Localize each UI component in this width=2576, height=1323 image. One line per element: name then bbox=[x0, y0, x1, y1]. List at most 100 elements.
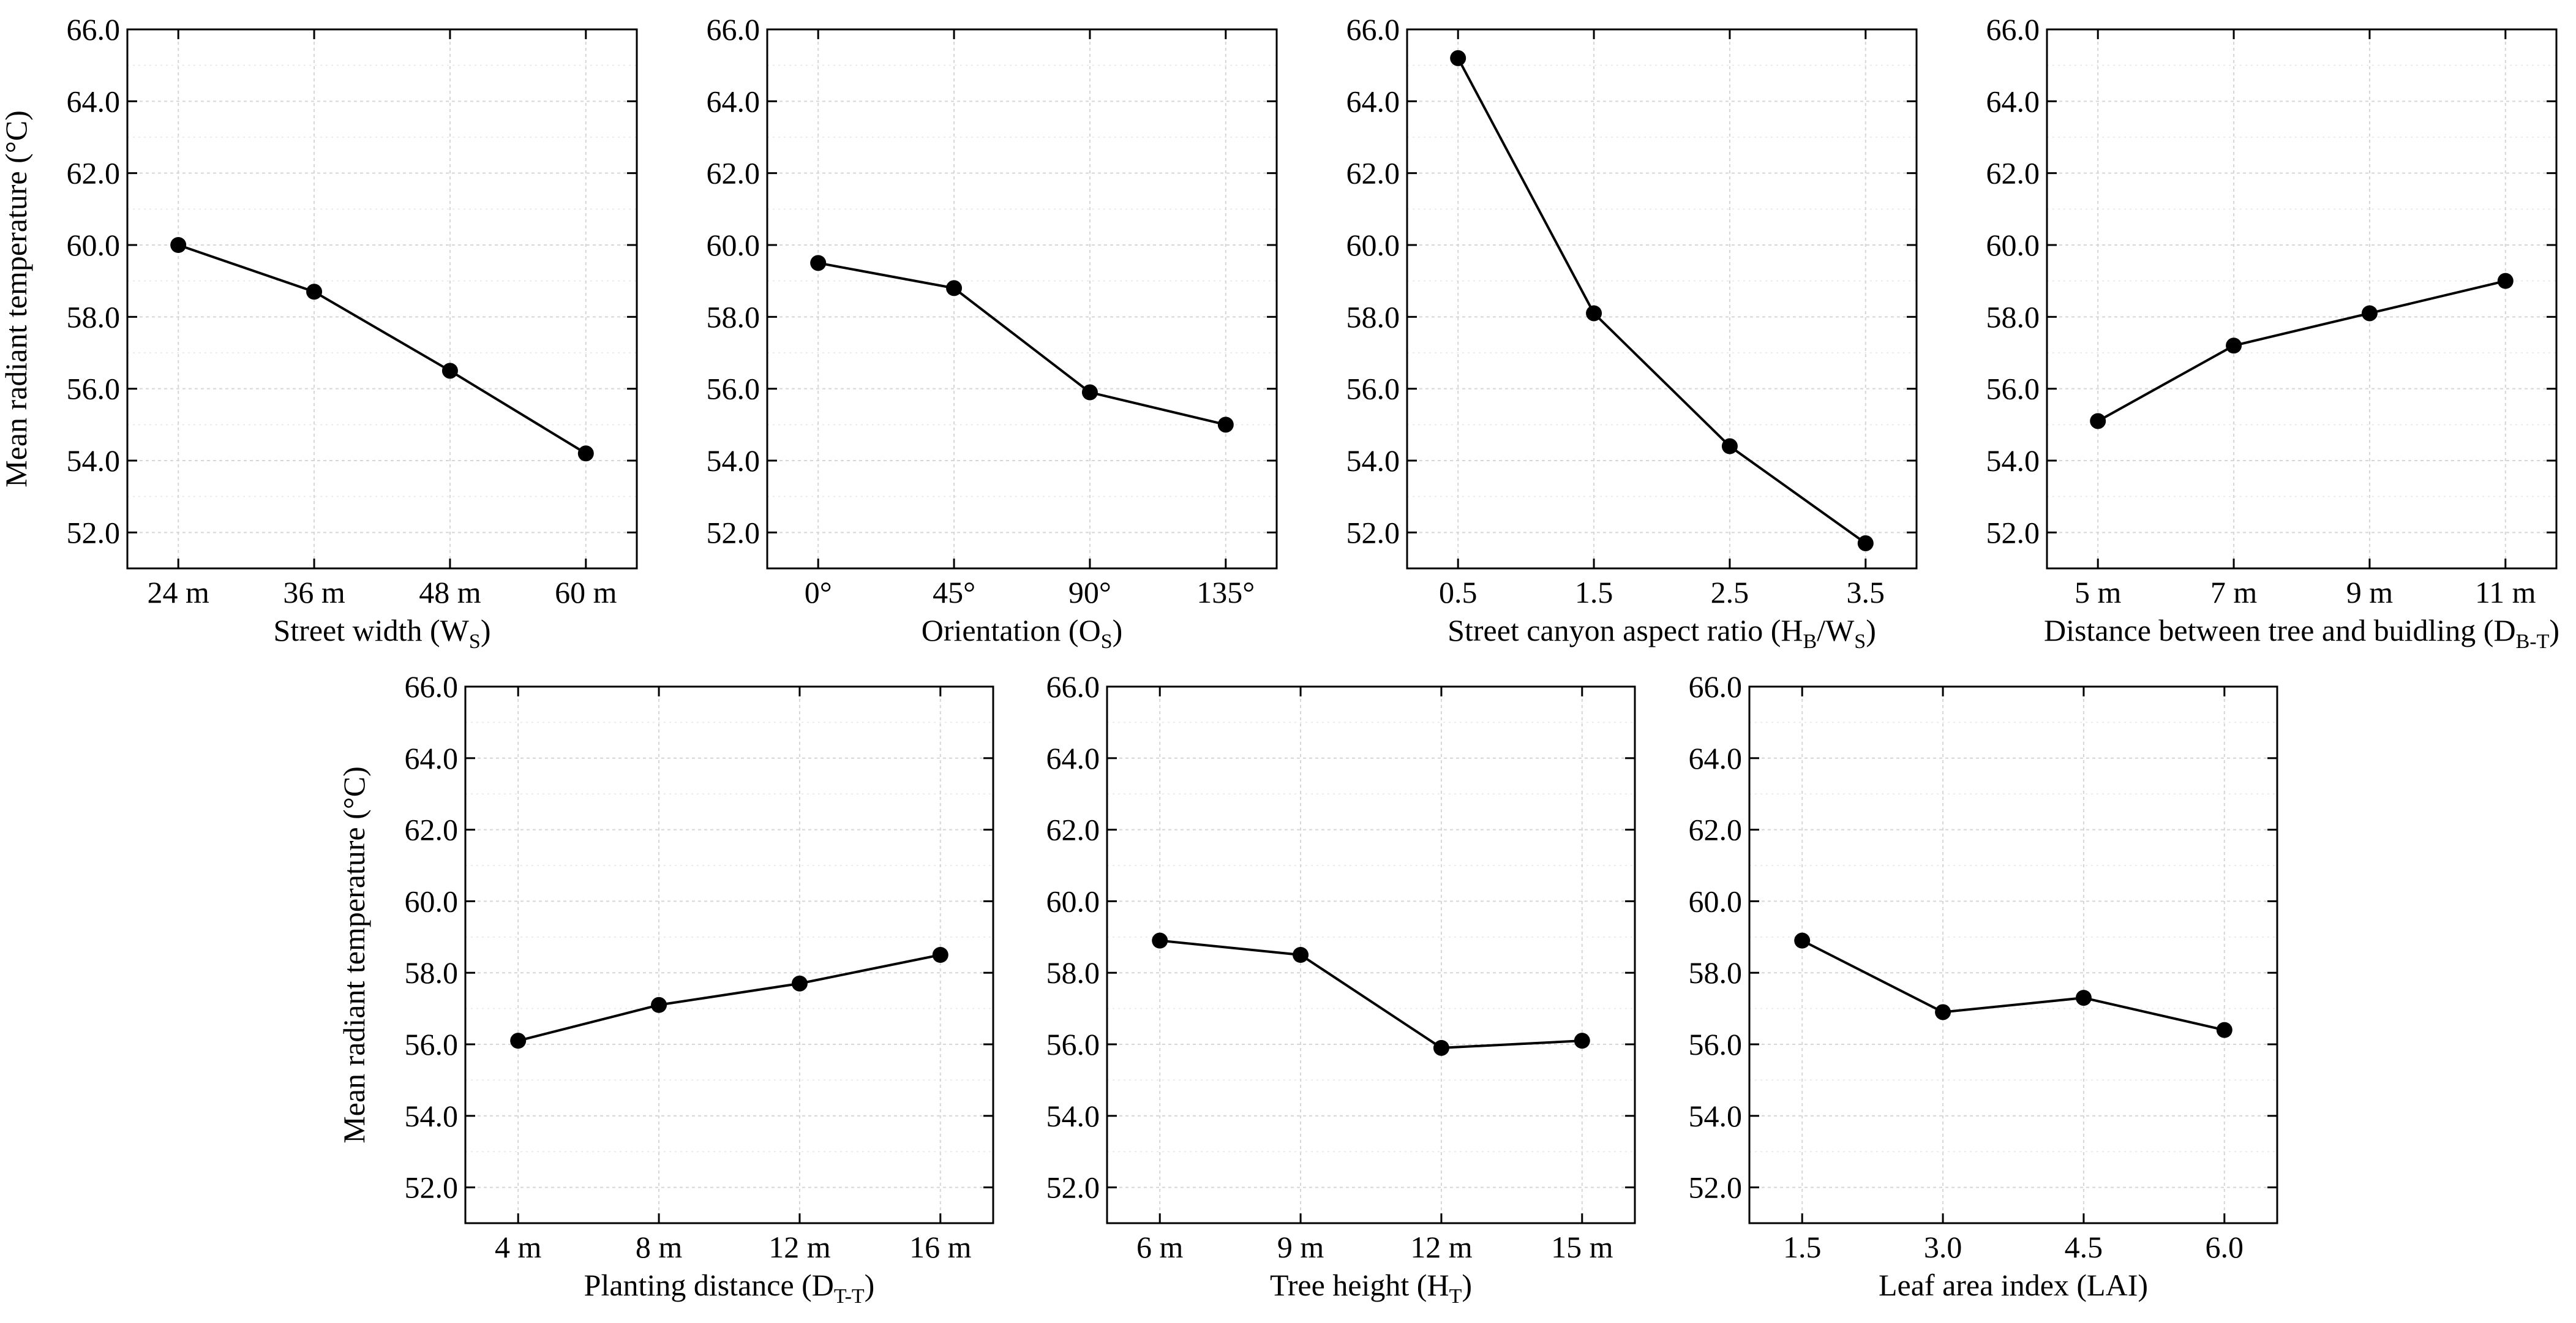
y-tick-label: 66.0 bbox=[1346, 12, 1400, 47]
y-axis-title: Mean radiant temperature (°C) bbox=[0, 110, 33, 488]
y-tick-label: 60.0 bbox=[1986, 228, 2040, 262]
data-point bbox=[1433, 1039, 1449, 1056]
plot-frame bbox=[2046, 28, 2558, 570]
x-tick-label: 1.5 bbox=[1783, 1230, 1822, 1264]
y-tick-label: 58.0 bbox=[405, 956, 459, 990]
y-tick-label: 56.0 bbox=[67, 372, 121, 406]
x-tick-label: 48 m bbox=[419, 575, 481, 609]
x-tick-label: 7 m bbox=[2210, 575, 2258, 609]
y-tick-label: 52.0 bbox=[707, 515, 760, 549]
x-tick-label: 60 m bbox=[555, 575, 617, 609]
x-axis-title: Planting distance (DT-T) bbox=[584, 1268, 875, 1308]
plot-frame bbox=[1406, 28, 1918, 570]
y-tick-label: 66.0 bbox=[1986, 12, 2040, 47]
x-tick-label: 3.0 bbox=[1924, 1230, 1962, 1264]
x-axis-title: Leaf area index (LAI) bbox=[1879, 1268, 2148, 1302]
data-point bbox=[1217, 417, 1234, 433]
x-tick-label: 5 m bbox=[2075, 575, 2122, 609]
data-point bbox=[791, 975, 808, 992]
data-point bbox=[1857, 535, 1874, 551]
y-tick-label: 58.0 bbox=[1986, 300, 2040, 334]
x-tick-label: 9 m bbox=[2346, 575, 2394, 609]
y-tick-label: 52.0 bbox=[1346, 515, 1400, 549]
y-tick-label: 56.0 bbox=[1046, 1027, 1100, 1061]
data-point bbox=[946, 280, 963, 296]
y-tick-label: 62.0 bbox=[1689, 813, 1743, 847]
x-tick-label: 8 m bbox=[636, 1230, 683, 1264]
x-tick-label: 0° bbox=[805, 575, 832, 609]
plot-frame bbox=[1106, 685, 1636, 1224]
y-tick-label: 62.0 bbox=[405, 813, 459, 847]
y-tick-label: 64.0 bbox=[1689, 741, 1743, 775]
panel-7: 52.0 54.0 56.0 58.0 60.0 62.0 64.0 66.0 1.5 3.0 4.… bbox=[1689, 669, 2278, 1302]
y-tick-label: 54.0 bbox=[67, 443, 121, 478]
x-tick-label: 2.5 bbox=[1711, 575, 1749, 609]
series-line bbox=[817, 262, 1226, 426]
series-line bbox=[1159, 939, 1582, 1049]
x-tick-label: 6 m bbox=[1136, 1230, 1184, 1264]
y-tick-label: 64.0 bbox=[67, 84, 121, 118]
series-line bbox=[2097, 279, 2506, 423]
y-tick-label: 66.0 bbox=[1689, 669, 1743, 704]
data-point bbox=[1586, 305, 1602, 322]
data-point bbox=[2216, 1022, 2232, 1038]
y-tick-label: 58.0 bbox=[1689, 956, 1743, 990]
data-point bbox=[2075, 990, 2092, 1006]
x-tick-label: 3.5 bbox=[1847, 575, 1885, 609]
data-point bbox=[441, 363, 458, 379]
data-point bbox=[1293, 947, 1309, 963]
y-tick-label: 54.0 bbox=[1986, 443, 2040, 478]
y-tick-label: 58.0 bbox=[1346, 300, 1400, 334]
y-tick-label: 52.0 bbox=[67, 515, 121, 549]
data-point bbox=[2090, 413, 2106, 429]
y-tick-label: 52.0 bbox=[1986, 515, 2040, 549]
y-axis-title: Mean radiant temperature (°C) bbox=[337, 766, 371, 1144]
y-tick-label: 56.0 bbox=[405, 1027, 459, 1061]
data-point bbox=[1721, 438, 1738, 454]
x-tick-label: 45° bbox=[933, 575, 975, 609]
y-tick-label: 66.0 bbox=[1046, 669, 1100, 704]
x-tick-label: 36 m bbox=[283, 575, 345, 609]
x-tick-label: 0.5 bbox=[1439, 575, 1478, 609]
data-point bbox=[810, 255, 827, 271]
y-tick-label: 58.0 bbox=[67, 300, 121, 334]
y-tick-label: 54.0 bbox=[405, 1099, 459, 1133]
panel-4: 52.0 54.0 56.0 58.0 60.0 62.0 64.0 66.0 5 m 7 m 9 … bbox=[1986, 12, 2560, 653]
panel-1: 52.0 54.0 56.0 58.0 60.0 62.0 64.0 66.0 24 m 36 m… bbox=[0, 12, 638, 653]
y-tick-label: 62.0 bbox=[1046, 813, 1100, 847]
data-point bbox=[170, 237, 187, 253]
y-tick-label: 62.0 bbox=[67, 156, 121, 190]
series-line bbox=[178, 244, 587, 454]
y-tick-label: 60.0 bbox=[1346, 228, 1400, 262]
y-tick-label: 62.0 bbox=[1986, 156, 2040, 190]
y-tick-label: 52.0 bbox=[405, 1170, 459, 1205]
x-axis-title: Street canyon aspect ratio (HB/WS) bbox=[1448, 613, 1876, 653]
x-tick-label: 11 m bbox=[2475, 575, 2536, 609]
data-point bbox=[577, 445, 594, 462]
x-tick-label: 135° bbox=[1196, 575, 1255, 609]
y-tick-label: 56.0 bbox=[1689, 1027, 1743, 1061]
y-tick-label: 54.0 bbox=[1346, 443, 1400, 478]
panel-3: 52.0 54.0 56.0 58.0 60.0 62.0 64.0 66.0 0.5 1.5 2.… bbox=[1346, 12, 1918, 653]
data-point bbox=[306, 284, 323, 300]
y-tick-label: 60.0 bbox=[707, 228, 760, 262]
x-tick-label: 12 m bbox=[1410, 1230, 1473, 1264]
y-tick-label: 60.0 bbox=[1689, 884, 1743, 918]
y-tick-label: 64.0 bbox=[707, 84, 760, 118]
plot-frame bbox=[766, 28, 1278, 570]
data-point bbox=[2361, 305, 2378, 322]
x-axis-title: Tree height (HT) bbox=[1270, 1268, 1472, 1308]
x-tick-label: 16 m bbox=[909, 1230, 972, 1264]
x-tick-label: 1.5 bbox=[1575, 575, 1613, 609]
y-tick-label: 56.0 bbox=[707, 372, 760, 406]
x-tick-label: 9 m bbox=[1277, 1230, 1324, 1264]
data-point bbox=[1794, 932, 1811, 949]
plot-frame bbox=[464, 685, 994, 1224]
y-tick-label: 56.0 bbox=[1986, 372, 2040, 406]
y-tick-label: 66.0 bbox=[405, 669, 459, 704]
plot-frame bbox=[126, 28, 638, 570]
y-tick-label: 54.0 bbox=[707, 443, 760, 478]
data-point bbox=[2497, 273, 2514, 289]
data-point bbox=[1081, 384, 1098, 401]
y-tick-label: 52.0 bbox=[1689, 1170, 1743, 1205]
